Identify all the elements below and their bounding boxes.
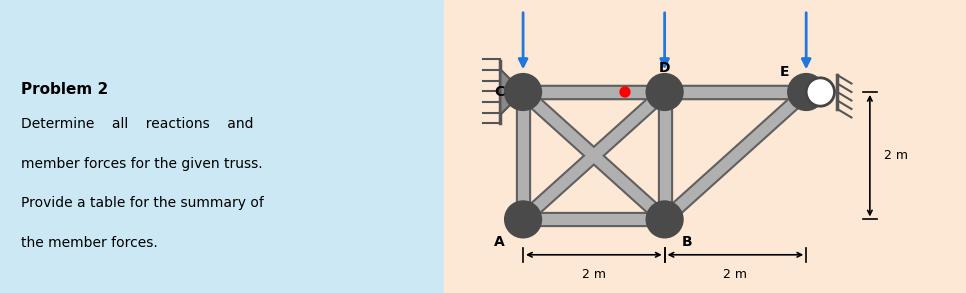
Text: D: D: [659, 61, 670, 75]
Text: 2 m: 2 m: [884, 149, 908, 162]
Polygon shape: [500, 69, 523, 115]
Circle shape: [504, 74, 542, 110]
Text: the member forces.: the member forces.: [21, 236, 158, 250]
Text: Problem 2: Problem 2: [21, 82, 108, 97]
Text: 2 m: 2 m: [582, 268, 606, 280]
Text: E: E: [781, 65, 789, 79]
Text: Provide a table for the summary of: Provide a table for the summary of: [21, 196, 264, 210]
Text: member forces for the given truss.: member forces for the given truss.: [21, 157, 263, 171]
Text: C: C: [494, 85, 504, 99]
Text: A: A: [494, 235, 504, 249]
Circle shape: [620, 87, 630, 97]
Circle shape: [807, 78, 835, 106]
Text: B: B: [682, 235, 693, 249]
Text: 2 m: 2 m: [724, 268, 748, 280]
Circle shape: [646, 201, 683, 238]
Circle shape: [788, 74, 825, 110]
Circle shape: [646, 74, 683, 110]
Text: Determine    all    reactions    and: Determine all reactions and: [21, 117, 254, 131]
Circle shape: [504, 201, 542, 238]
